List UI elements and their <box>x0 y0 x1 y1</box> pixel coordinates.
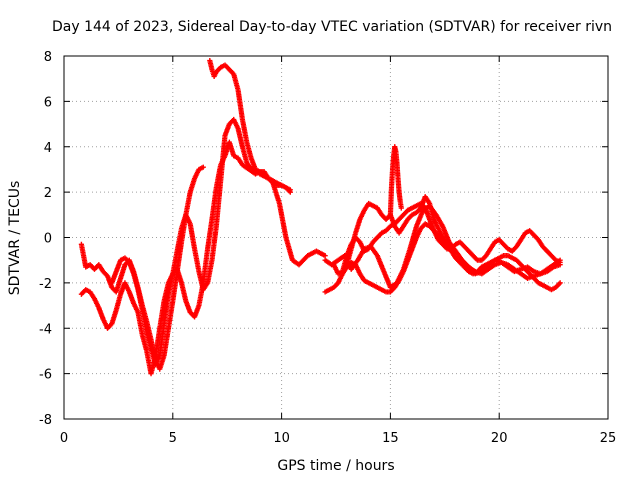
y-tick-label: 0 <box>44 232 52 247</box>
y-tick-labels: -8 -6 -4 -2 0 2 4 6 8 <box>39 50 52 428</box>
x-tick-label: 25 <box>600 431 617 446</box>
y-tick-label: -6 <box>39 368 52 383</box>
x-axis-label: GPS time / hours <box>277 458 394 474</box>
x-tick-label: 15 <box>382 431 399 446</box>
x-tick-label: 5 <box>169 431 177 446</box>
grid-lines <box>63 55 609 420</box>
x-tick-labels: 0 5 10 15 20 25 <box>60 431 616 446</box>
data-markers <box>78 57 563 377</box>
data-point <box>287 187 293 193</box>
series-track-c <box>109 116 293 368</box>
series-track-d <box>207 57 293 193</box>
series-track-b <box>78 139 328 377</box>
series-track-h <box>339 221 563 295</box>
data-point <box>322 253 328 259</box>
x-tick-label: 20 <box>491 431 508 446</box>
data-point <box>557 259 563 266</box>
data-point <box>557 280 563 286</box>
series-track-a <box>78 164 206 372</box>
series-spike-15 <box>387 144 404 218</box>
y-tick-label: 4 <box>44 141 52 156</box>
y-tick-label: 8 <box>44 50 52 65</box>
chart-title: Day 144 of 2023, Sidereal Day-to-day VTE… <box>52 19 612 35</box>
y-tick-label: -8 <box>39 413 52 428</box>
data-point <box>200 164 206 170</box>
y-axis-label: SDTVAR / TECUs <box>7 181 23 296</box>
y-tick-label: 6 <box>44 95 52 110</box>
plot-frame <box>63 55 609 420</box>
y-tick-label: 2 <box>44 186 52 201</box>
series-track-g <box>331 200 563 277</box>
y-tick-label: -2 <box>39 277 52 292</box>
data-point <box>398 205 404 211</box>
x-tick-label: 10 <box>273 431 290 446</box>
y-tick-label: -4 <box>39 322 52 337</box>
x-tick-label: 0 <box>60 431 68 446</box>
